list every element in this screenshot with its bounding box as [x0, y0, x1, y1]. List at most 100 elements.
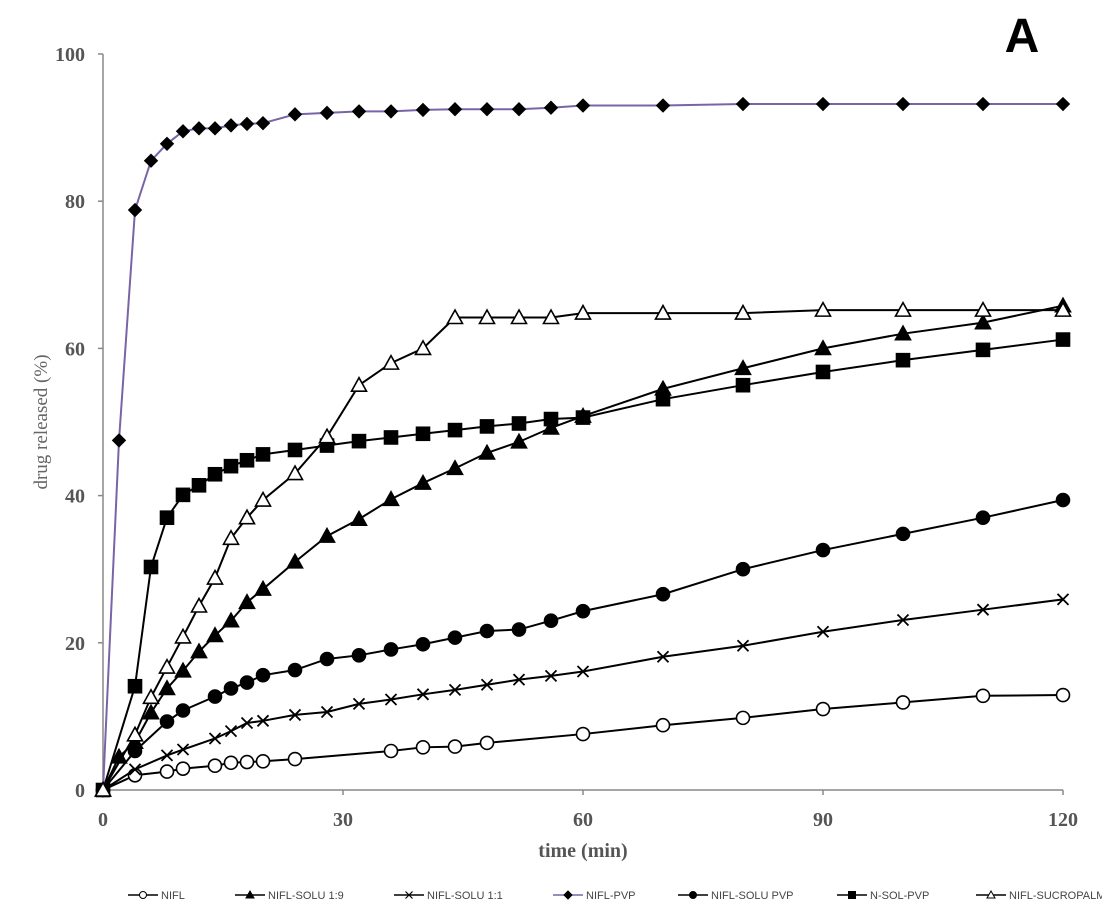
- data-point: [319, 651, 335, 667]
- data-point: [207, 758, 223, 774]
- data-point: [974, 313, 992, 330]
- x-axis-title: time (min): [538, 840, 627, 862]
- legend-label: NIFL-SOLU 1:9: [268, 890, 344, 902]
- data-point: [287, 751, 303, 767]
- data-point: [655, 717, 671, 733]
- data-point: [478, 443, 496, 460]
- data-point: [127, 743, 143, 759]
- legend-marker: [848, 891, 856, 899]
- series-2: [96, 593, 1070, 797]
- data-point: [655, 586, 671, 602]
- data-point: [111, 433, 127, 448]
- data-point: [255, 115, 271, 131]
- data-point: [318, 526, 336, 543]
- legend-label: NIFL-SUCROPALMIT: [1009, 890, 1102, 902]
- data-point: [351, 104, 367, 119]
- data-point: [975, 688, 991, 704]
- data-point: [175, 124, 191, 139]
- legend-marker: [986, 889, 996, 899]
- data-point: [224, 724, 238, 738]
- x-tick-label: 30: [333, 809, 353, 831]
- data-point: [575, 98, 591, 113]
- data-point: [223, 681, 239, 696]
- data-point: [414, 339, 432, 356]
- data-point: [191, 121, 207, 136]
- data-point: [159, 136, 175, 151]
- data-point: [238, 593, 256, 610]
- data-point: [576, 665, 590, 678]
- data-point: [352, 697, 366, 711]
- data-point: [735, 96, 751, 112]
- data-point: [511, 416, 527, 431]
- series-line: [102, 309, 1063, 791]
- data-point: [815, 364, 831, 380]
- data-point: [126, 725, 144, 742]
- data-point: [128, 763, 142, 776]
- data-point: [206, 568, 224, 585]
- data-point: [383, 642, 399, 657]
- data-point: [286, 464, 304, 481]
- data-point: [544, 669, 558, 683]
- data-point: [815, 542, 831, 558]
- data-point: [655, 98, 671, 113]
- data-point: [255, 753, 271, 769]
- data-point: [384, 693, 398, 706]
- y-tick-label: 0: [75, 780, 85, 802]
- y-tick-label: 100: [55, 44, 85, 66]
- data-point: [510, 432, 528, 449]
- data-point: [382, 353, 400, 370]
- legend-marker: [405, 891, 413, 899]
- series-layer: [94, 96, 1072, 798]
- data-point: [207, 689, 223, 704]
- legend: NIFL NIFL-SOLU 1:9 NIFL-SOLU 1:1 NIFL-PVP NI…: [128, 889, 1102, 902]
- legend-label: NIFL-SOLU 1:1: [427, 890, 503, 902]
- data-point: [574, 303, 592, 320]
- series-6: [94, 300, 1072, 797]
- data-point: [543, 613, 559, 629]
- data-point: [447, 101, 463, 117]
- data-point: [287, 442, 303, 458]
- data-point: [222, 529, 240, 546]
- data-point: [446, 459, 464, 476]
- series-4: [95, 492, 1071, 798]
- data-point: [350, 376, 368, 393]
- x-tick-label: 90: [813, 809, 833, 831]
- data-point: [143, 559, 159, 575]
- legend-label: NIFL: [161, 890, 185, 902]
- data-point: [976, 603, 990, 616]
- series-line: [102, 304, 1064, 791]
- data-point: [895, 96, 911, 112]
- y-tick-label: 40: [65, 486, 85, 508]
- data-point: [238, 508, 256, 525]
- data-point: [350, 510, 368, 526]
- data-point: [479, 101, 495, 117]
- data-point: [223, 458, 239, 474]
- y-tick-label: 80: [65, 191, 85, 213]
- data-point: [223, 118, 239, 133]
- data-point: [814, 300, 832, 317]
- data-point: [287, 662, 303, 678]
- series-1: [94, 296, 1072, 797]
- data-point: [256, 714, 270, 727]
- data-point: [239, 452, 255, 468]
- data-point: [735, 377, 751, 393]
- x-tick-label: 60: [573, 809, 593, 831]
- data-point: [320, 705, 334, 719]
- data-point: [383, 430, 399, 445]
- data-point: [175, 487, 191, 503]
- data-point: [446, 308, 464, 325]
- legend-item: NIFL-SOLU 1:1: [394, 890, 503, 902]
- data-point: [511, 622, 527, 637]
- data-point: [1055, 96, 1071, 112]
- x-axis-ticks: 0 30 60 90 120: [98, 790, 1078, 831]
- data-point: [447, 630, 463, 645]
- data-point: [654, 303, 672, 320]
- y-axis-ticks: 0 20 40 60 80 100: [55, 44, 103, 802]
- legend-marker: [139, 891, 147, 899]
- series-0: [95, 687, 1071, 798]
- data-point: [415, 636, 431, 652]
- data-point: [735, 710, 751, 726]
- data-point: [975, 96, 991, 112]
- data-point: [127, 767, 143, 783]
